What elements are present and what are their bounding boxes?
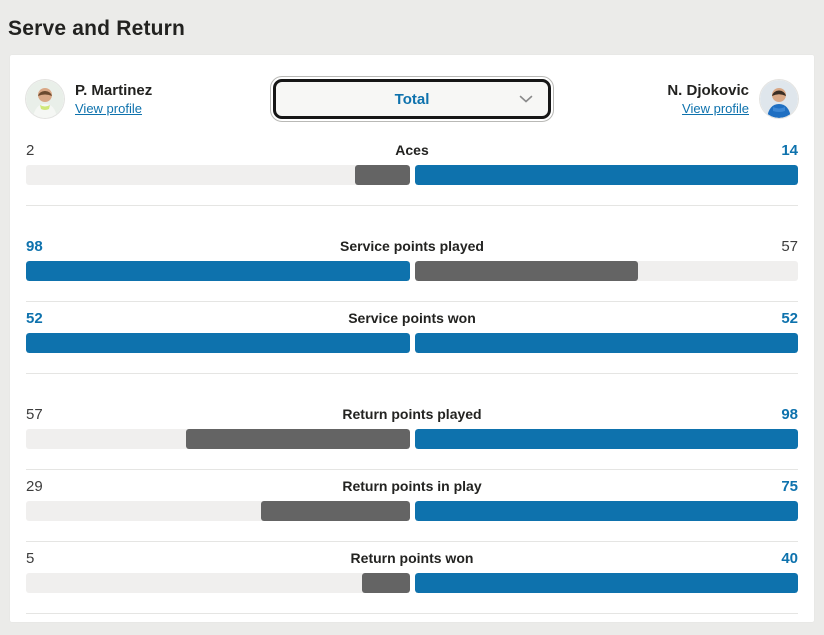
stat-right-value: 75	[781, 478, 798, 495]
filter-dropdown-wrap: Total	[256, 76, 568, 122]
stat-row: 98 Service points played 57	[10, 230, 814, 302]
stat-label: Return points played	[342, 406, 482, 422]
stat-left-value: 29	[26, 478, 43, 495]
stat-left-value: 2	[26, 142, 35, 159]
stat-bar-track-right	[414, 573, 798, 593]
stat-row: 52 Service points won 52	[10, 302, 814, 398]
stat-left-value: 57	[26, 406, 43, 423]
row-divider	[26, 373, 798, 374]
stat-label: Service points played	[340, 238, 484, 254]
row-divider	[26, 469, 798, 470]
player-card-left: P. Martinez View profile	[26, 80, 256, 118]
stat-bar-fill-right	[414, 429, 798, 449]
stat-right-value: 57	[781, 238, 798, 255]
stat-left-value: 52	[26, 310, 43, 327]
stat-bar-fill-right	[414, 501, 798, 521]
stat-label: Return points won	[350, 550, 474, 566]
stat-row: 57 Return points played 98	[10, 398, 814, 470]
stat-bar-track-right	[414, 165, 798, 185]
view-profile-link-left[interactable]: View profile	[75, 101, 142, 116]
stat-filter-selected-value: Total	[394, 90, 430, 108]
player-header-row: P. Martinez View profile Total N. Djokov…	[10, 55, 814, 122]
stat-row: 29 Return points in play 75	[10, 470, 814, 542]
stat-left-value: 5	[26, 550, 35, 567]
stat-bar-fill-left	[354, 165, 410, 185]
stat-bar-track-left	[26, 261, 410, 281]
stat-bar-fill-right	[414, 573, 798, 593]
stat-label: Aces	[395, 142, 429, 158]
stats-list: 2 Aces 14 98 Service points played 57	[10, 121, 814, 614]
chevron-down-icon	[519, 95, 533, 103]
stat-bar-fill-left	[261, 501, 410, 521]
player-name-right: N. Djokovic	[667, 82, 749, 99]
player-card-right: N. Djokovic View profile	[568, 80, 798, 118]
stat-bar-fill-right	[414, 165, 798, 185]
stat-label: Return points in play	[342, 478, 482, 494]
stat-left-value: 98	[26, 238, 43, 255]
stat-right-value: 14	[781, 142, 798, 159]
view-profile-link-right[interactable]: View profile	[682, 101, 749, 116]
stat-bar-track-left	[26, 333, 410, 353]
stat-bar-track-right	[414, 261, 798, 281]
stat-bar-track-right	[414, 333, 798, 353]
player-avatar-right	[760, 80, 798, 118]
row-divider	[26, 613, 798, 614]
stat-bar-track-left	[26, 501, 410, 521]
player-avatar-left	[26, 80, 64, 118]
stat-bar-fill-left	[26, 261, 410, 281]
stat-bar-fill-left	[186, 429, 410, 449]
stat-right-value: 98	[781, 406, 798, 423]
stat-right-value: 40	[781, 550, 798, 567]
row-divider	[26, 301, 798, 302]
page-title: Serve and Return	[8, 17, 186, 40]
row-divider	[26, 541, 798, 542]
stat-bar-track-right	[414, 501, 798, 521]
stat-row: 2 Aces 14	[10, 134, 814, 230]
stat-bar-track-left	[26, 429, 410, 449]
stat-label: Service points won	[348, 310, 476, 326]
stat-bar-track-left	[26, 165, 410, 185]
row-divider	[26, 205, 798, 206]
stat-bar-fill-right	[414, 261, 638, 281]
stat-right-value: 52	[781, 310, 798, 327]
stat-filter-dropdown[interactable]: Total	[270, 76, 554, 122]
stat-bar-fill-left	[26, 333, 410, 353]
stat-bar-fill-left	[361, 573, 410, 593]
stat-bar-track-left	[26, 573, 410, 593]
stat-bar-track-right	[414, 429, 798, 449]
serve-return-card: P. Martinez View profile Total N. Djokov…	[10, 55, 814, 622]
stat-row: 5 Return points won 40	[10, 542, 814, 614]
player-name-left: P. Martinez	[75, 82, 153, 99]
stat-bar-fill-right	[414, 333, 798, 353]
